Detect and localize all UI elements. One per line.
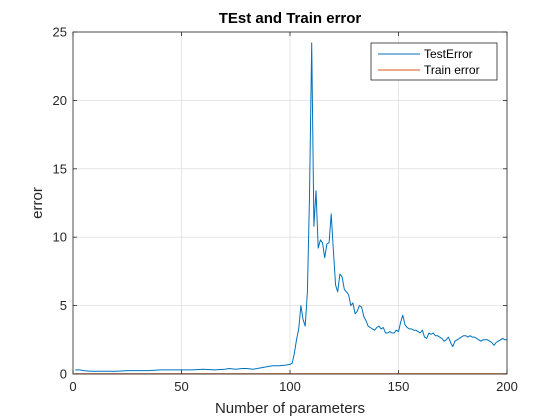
y-tick-label: 25 [53,25,67,40]
x-tick-label: 200 [496,379,518,394]
y-tick-label: 20 [53,93,67,108]
y-tick-label: 10 [53,230,67,245]
legend: TestError Train error [370,42,498,81]
ticks-group [72,31,508,375]
tick-labels-group: 0 50 100 150 200 0 5 10 15 20 25 [53,25,518,395]
y-tick-label: 0 [60,367,67,382]
legend-label-train-error: Train error [424,63,480,77]
legend-box [370,42,498,81]
chart-title: TEst and Train error [219,10,362,27]
x-axis-label: Number of parameters [215,400,365,417]
x-tick-label: 50 [174,379,188,394]
y-axis-label: error [29,187,46,219]
x-tick-label: 0 [69,379,76,394]
x-tick-label: 100 [279,379,301,394]
series-line-test-error [75,42,507,372]
legend-label-test-error: TestError [424,47,473,61]
y-tick-label: 15 [53,161,67,176]
x-tick-label: 150 [388,379,410,394]
y-tick-label: 5 [60,298,67,313]
